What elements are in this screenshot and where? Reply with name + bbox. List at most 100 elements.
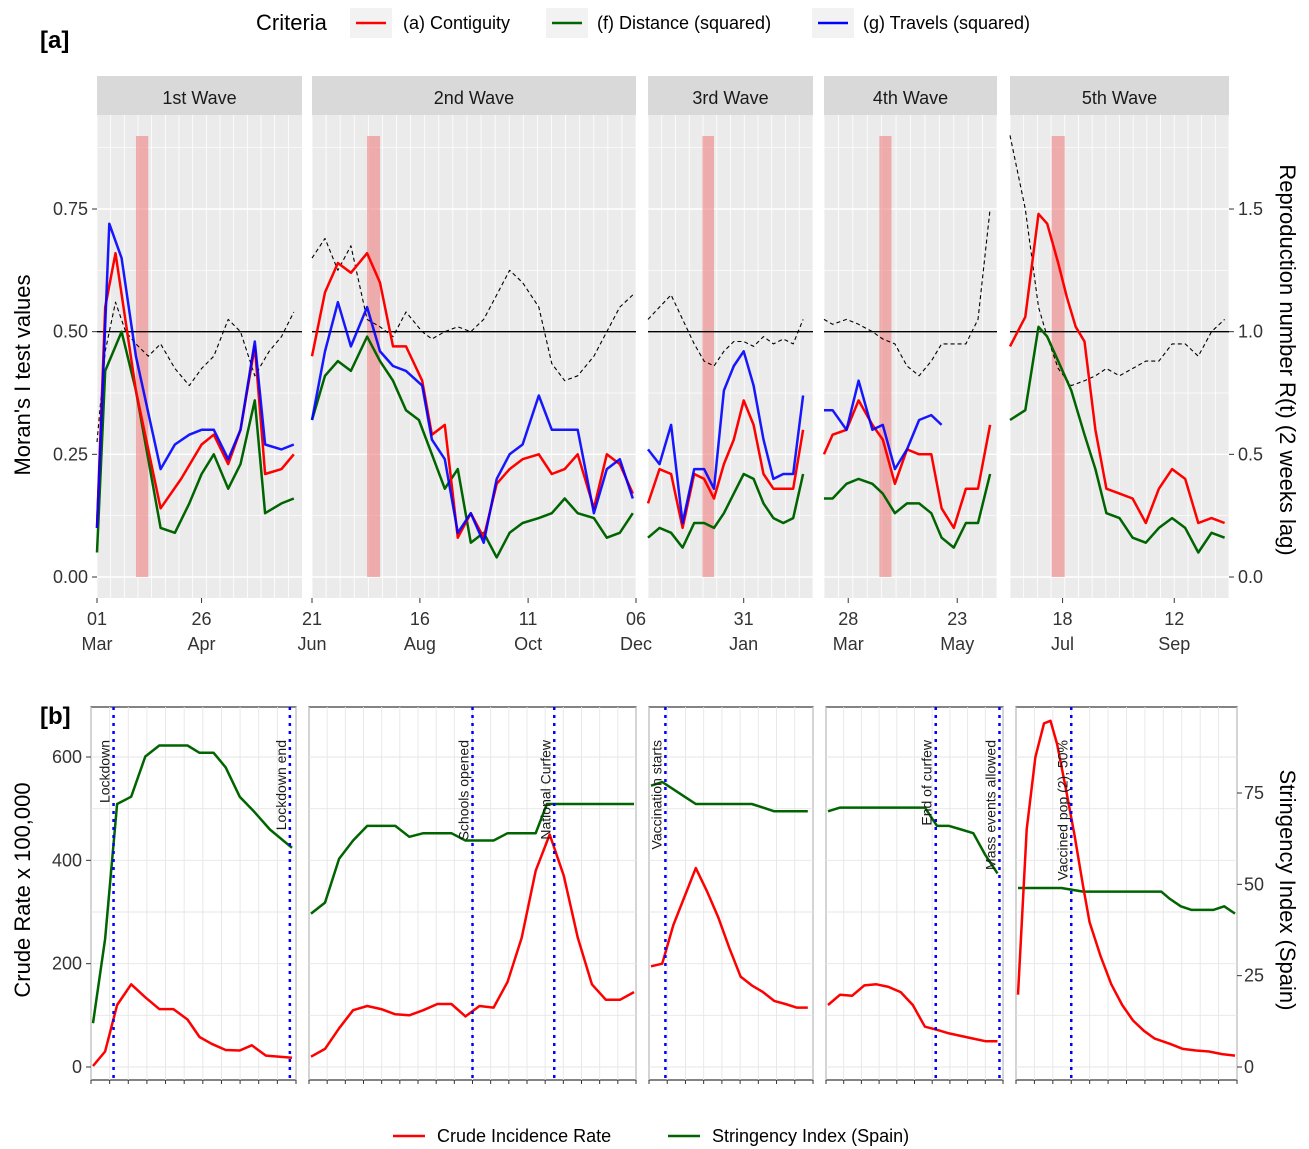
event-label: National Curfew <box>537 739 553 839</box>
y2-tick-label: 1.5 <box>1238 199 1263 219</box>
facet-strip <box>1010 76 1229 115</box>
x-tick-month-label: Oct <box>514 634 542 654</box>
y2-tick-label: 75 <box>1244 783 1264 803</box>
legend-label-distance: (f) Distance (squared) <box>597 13 771 33</box>
legend-bottom: Crude Incidence Rate Stringency Index (S… <box>393 1126 909 1146</box>
series-line-rt <box>1009 135 1225 387</box>
facet-strip <box>824 76 997 115</box>
panel-label-a: [a] <box>40 27 69 54</box>
x-tick-month-label: Sep <box>1158 634 1190 654</box>
series-line-distance <box>647 472 805 549</box>
event-label: Vaccination starts <box>648 740 664 849</box>
panel-b-facet: Lockdown Lockdown end <box>90 706 297 1084</box>
series-line-incidence <box>827 983 998 1043</box>
facet-strip-label: 2nd Wave <box>434 88 514 108</box>
y2-tick-label: 50 <box>1244 874 1264 894</box>
y-tick-label: 0.00 <box>53 567 88 587</box>
y2-tick-label: 0 <box>1244 1057 1254 1077</box>
y-tick-label: 0 <box>72 1057 82 1077</box>
facet-strip <box>312 76 636 115</box>
panel-a-facet: 4th Wave 28 Mar 23 May <box>822 76 998 654</box>
x-tick-day-label: 28 <box>838 609 858 629</box>
series-line-rt <box>96 301 295 443</box>
panel-b-facet: End of curfew Mass events allowed <box>825 706 1004 1084</box>
x-tick-day-label: 06 <box>626 609 646 629</box>
event-label: Schools opened <box>456 740 472 840</box>
series-line-incidence <box>1016 719 1236 1057</box>
legend-label-stringency: Stringency Index (Spain) <box>712 1126 909 1146</box>
x-tick-day-label: 11 <box>519 609 538 629</box>
panel-label-b: [b] <box>40 703 71 730</box>
panel-a-facet: 1st Wave 01 Mar 26 Apr <box>82 76 302 654</box>
x-tick-day-label: 01 <box>87 609 107 629</box>
panel-b-facet: Vaccined pop (2), 50% <box>1015 706 1238 1084</box>
panel-b-facet: Schools opened National Curfew <box>308 706 637 1084</box>
event-label: Lockdown <box>97 740 113 803</box>
event-label: Mass events allowed <box>982 740 998 870</box>
x-tick-month-label: Apr <box>188 634 216 654</box>
series-line-travels <box>310 300 634 544</box>
x-tick-day-label: 16 <box>410 609 430 629</box>
event-label: Vaccined pop (2), 50% <box>1054 740 1070 881</box>
y2-tick-label: 1.0 <box>1238 322 1263 342</box>
y-tick-label: 0.75 <box>53 199 88 219</box>
facet-strip-label: 1st Wave <box>162 88 236 108</box>
y-tick-label: 0.50 <box>53 322 88 342</box>
panel-a-facet: 2nd Wave 21 Jun 16 Aug 11 Oct 06 Dec <box>297 76 652 654</box>
series-line-contiguity <box>1008 212 1226 525</box>
event-label: End of curfew <box>919 739 935 825</box>
y2-tick-label: 25 <box>1244 966 1264 986</box>
series-line-distance <box>1009 325 1226 554</box>
highlight-band <box>135 136 149 577</box>
panel-a-facet: 3rd Wave 31 Jan <box>646 76 814 654</box>
event-label: Lockdown end <box>273 740 289 830</box>
legend-top: Criteria (a) Contiguity (f) Distance (sq… <box>256 8 1030 38</box>
panel-a-ylabel-right: Reproduction number R(t) (2 weeks lag) <box>1275 164 1300 555</box>
facet-strip <box>648 76 813 115</box>
series-line-rt <box>823 208 991 377</box>
legend-label-travels: (g) Travels (squared) <box>863 13 1030 33</box>
panel-b: Lockdown Lockdown end Schools opened Nation… <box>52 706 1264 1084</box>
x-tick-month-label: Jul <box>1051 634 1074 654</box>
x-tick-month-label: May <box>940 634 974 654</box>
x-tick-month-label: Mar <box>833 634 864 654</box>
series-line-distance <box>95 330 295 553</box>
y-tick-label: 200 <box>52 954 82 974</box>
series-line-travels <box>95 222 295 528</box>
y-tick-label: 600 <box>52 747 82 767</box>
x-tick-month-label: Jun <box>297 634 326 654</box>
series-line-stringency <box>310 802 634 915</box>
series-line-rt <box>311 237 634 382</box>
facet-strip-label: 3rd Wave <box>692 88 768 108</box>
series-line-travels <box>647 350 805 525</box>
y-tick-label: 400 <box>52 850 82 870</box>
panel-b-facet: Vaccination starts <box>648 706 814 1084</box>
x-tick-month-label: Aug <box>404 634 436 654</box>
panel-b-ylabel-right: Stringency Index (Spain) <box>1275 770 1300 1011</box>
y2-tick-label: 0.0 <box>1238 567 1263 587</box>
facet-strip-label: 5th Wave <box>1082 88 1157 108</box>
x-tick-day-label: 23 <box>947 609 967 629</box>
facet-frame <box>648 706 814 1081</box>
y2-tick-label: 0.5 <box>1238 444 1263 464</box>
series-line-distance <box>824 473 992 549</box>
legend-label-contiguity: (a) Contiguity <box>403 13 510 33</box>
x-tick-day-label: 26 <box>192 609 212 629</box>
series-line-travels <box>824 379 943 471</box>
series-line-distance <box>310 335 634 559</box>
facet-frame <box>90 706 297 1081</box>
series-line-incidence <box>92 983 293 1067</box>
highlight-band <box>1051 136 1065 577</box>
x-tick-month-label: Mar <box>82 634 113 654</box>
highlight-band <box>367 136 381 577</box>
x-tick-month-label: Dec <box>620 634 652 654</box>
panel-a-facet: 5th Wave 18 Jul 12 Sep <box>1008 76 1230 654</box>
panel-a: 1st Wave 01 Mar 26 Apr 2nd Wave 21 Jun 16 Aug 11 Oc… <box>53 76 1263 654</box>
x-tick-day-label: 21 <box>302 609 322 629</box>
legend-title: Criteria <box>256 10 328 35</box>
series-line-stringency <box>91 744 293 1024</box>
series-line-stringency <box>827 806 999 875</box>
x-tick-day-label: 12 <box>1164 609 1184 629</box>
legend-label-incidence: Crude Incidence Rate <box>437 1126 611 1146</box>
